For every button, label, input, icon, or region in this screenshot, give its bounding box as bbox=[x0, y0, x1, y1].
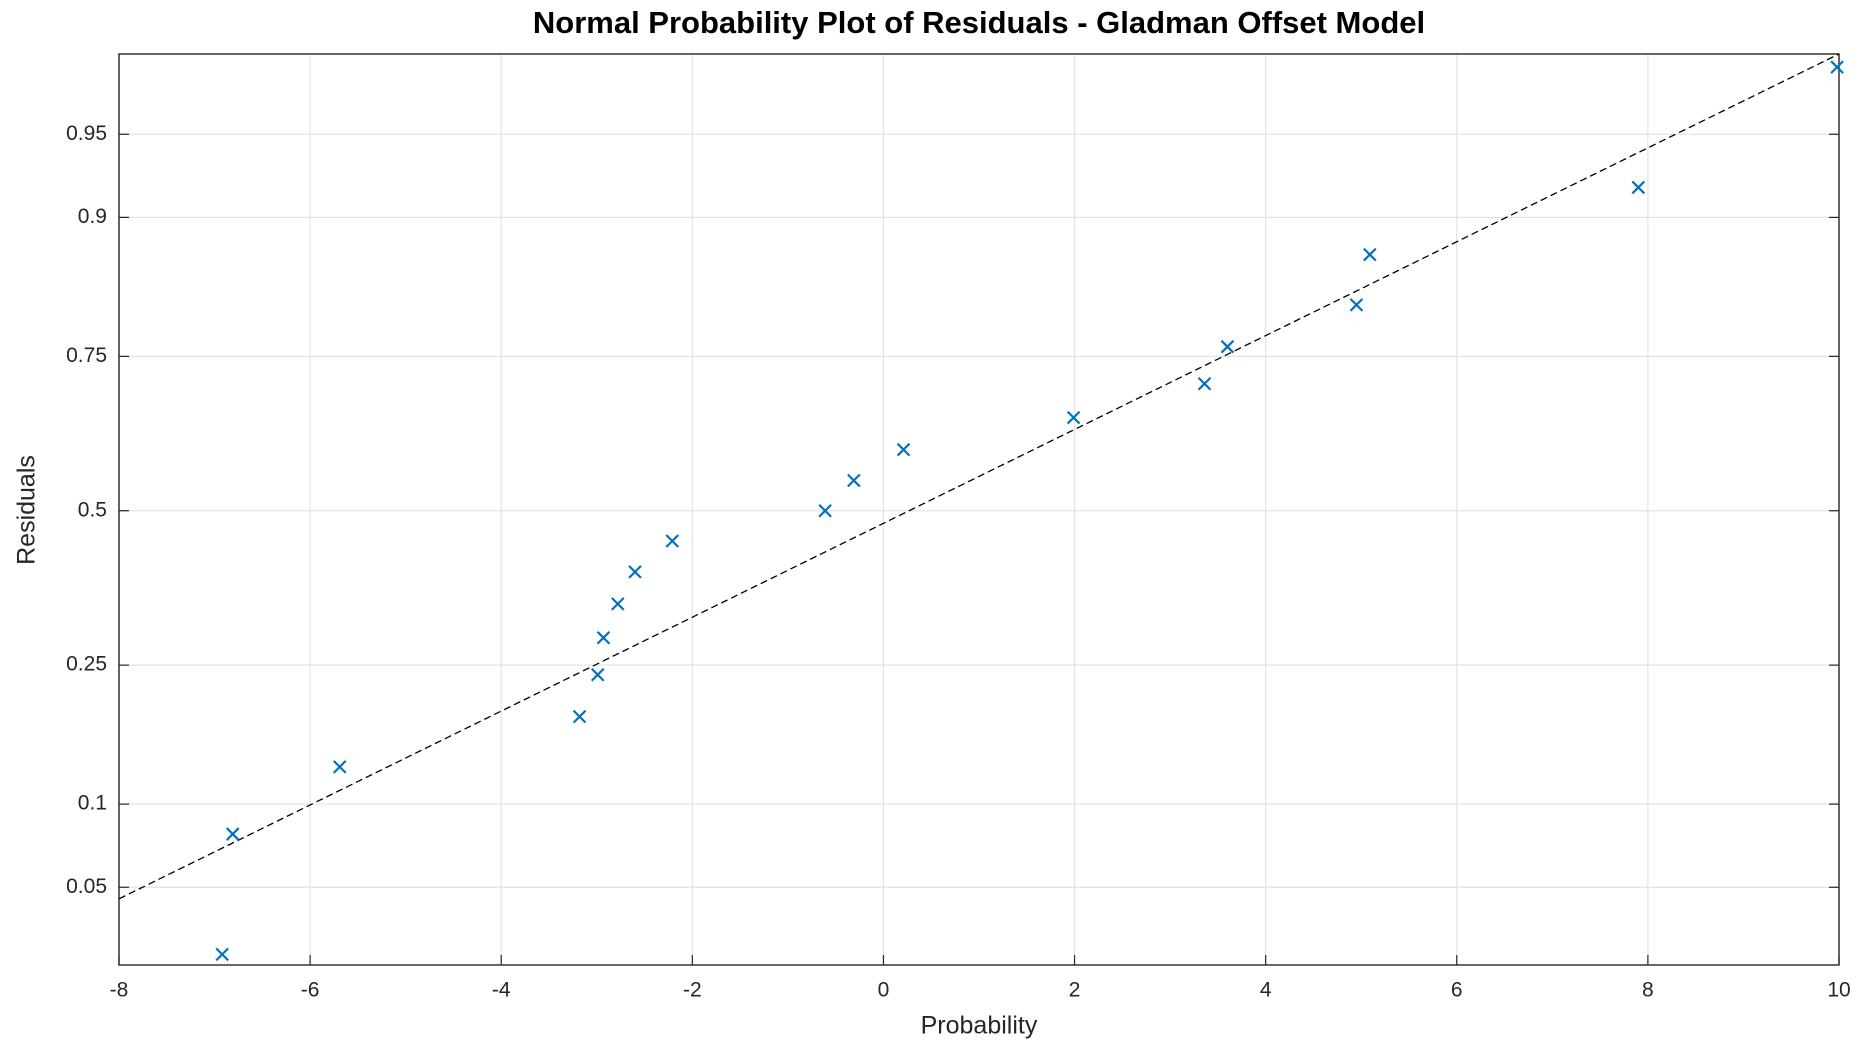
x-tick-label: -4 bbox=[492, 979, 511, 1002]
plot-frame bbox=[118, 53, 1840, 966]
data-point bbox=[818, 503, 832, 518]
data-point bbox=[1349, 298, 1364, 312]
data-point bbox=[215, 947, 229, 962]
data-point bbox=[590, 668, 605, 682]
data-point bbox=[628, 565, 642, 579]
data-point bbox=[1066, 410, 1081, 425]
data-point bbox=[1830, 60, 1844, 74]
x-tick-label: -2 bbox=[683, 979, 702, 1002]
y-tick-label: 0.25 bbox=[66, 653, 107, 676]
y-axis-label: Residuals bbox=[13, 455, 41, 565]
x-tick-label: 10 bbox=[1827, 979, 1850, 1002]
x-tick-label: 2 bbox=[1069, 979, 1081, 1002]
data-point bbox=[1220, 339, 1235, 354]
data-point bbox=[225, 827, 240, 841]
y-tick-label: 0.9 bbox=[78, 205, 107, 228]
data-point bbox=[665, 534, 680, 548]
data-point bbox=[596, 630, 611, 645]
y-tick-label: 0.1 bbox=[78, 792, 107, 815]
data-point bbox=[611, 597, 625, 611]
y-tick-label: 0.95 bbox=[66, 122, 107, 145]
data-point bbox=[332, 760, 347, 774]
x-tick-label: 8 bbox=[1642, 979, 1654, 1002]
x-tick-label: -8 bbox=[110, 979, 129, 1002]
reference-line bbox=[118, 53, 1840, 900]
x-tick-label: 6 bbox=[1451, 979, 1463, 1002]
x-tick-label: 0 bbox=[878, 979, 890, 1002]
y-tick-label: 0.5 bbox=[78, 498, 107, 521]
data-point bbox=[896, 442, 911, 457]
data-point bbox=[1197, 376, 1212, 391]
data-point bbox=[847, 473, 861, 488]
data-point bbox=[572, 709, 587, 724]
x-tick-label: -6 bbox=[301, 979, 320, 1002]
x-tick-label: 4 bbox=[1260, 979, 1272, 1002]
x-axis-label: Probability bbox=[921, 1012, 1038, 1040]
data-point bbox=[1363, 247, 1377, 262]
data-point bbox=[1631, 180, 1646, 195]
y-tick-label: 0.75 bbox=[66, 344, 107, 367]
chart-title: Normal Probability Plot of Residuals - G… bbox=[533, 5, 1425, 40]
y-tick-label: 0.05 bbox=[66, 875, 107, 898]
